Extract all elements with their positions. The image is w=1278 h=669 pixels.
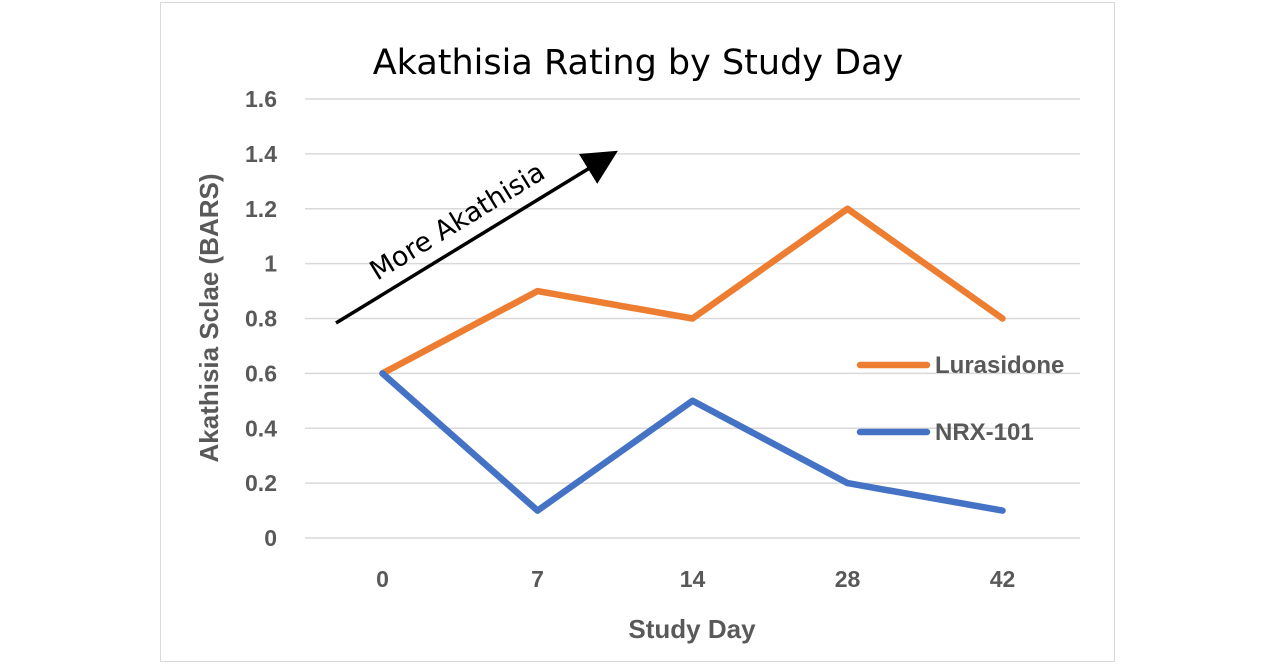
x-tick-label: 0 — [376, 566, 389, 592]
y-tick-label: 0.4 — [245, 415, 277, 441]
series-line-lurasidone — [379, 205, 1006, 377]
chart-title: Akathisia Rating by Study Day — [373, 43, 904, 83]
x-axis-title: Study Day — [628, 614, 756, 644]
x-tick-label: 14 — [680, 566, 706, 592]
legend-label: NRX-101 — [935, 419, 1034, 446]
y-tick-label: 1.4 — [245, 141, 277, 167]
y-tick-label: 1.2 — [245, 196, 277, 222]
series-line-nrx-101 — [379, 370, 1006, 514]
chart-frame — [160, 2, 1115, 662]
annotation-arrow — [335, 150, 618, 325]
legend: Lurasidone NRX-101 — [856, 352, 1064, 446]
y-axis-ticks: 0 0.2 0.4 0.6 0.8 1 1.2 1.4 1.6 — [245, 86, 277, 551]
y-tick-label: 0.6 — [245, 360, 277, 386]
series-lines — [379, 205, 1006, 514]
y-axis-title: Akathisia Sclae (BARS) — [194, 174, 224, 463]
x-axis-ticks: 0 7 14 28 42 — [376, 566, 1015, 592]
legend-label: Lurasidone — [935, 352, 1064, 379]
y-tick-label: 0.2 — [245, 470, 277, 496]
y-tick-label: 0.8 — [245, 306, 277, 332]
y-tick-label: 1 — [264, 251, 277, 277]
gridlines — [305, 98, 1080, 539]
x-tick-label: 42 — [990, 566, 1016, 592]
x-tick-label: 7 — [531, 566, 544, 592]
y-tick-label: 0 — [264, 525, 277, 551]
annotation-text: More Akathisia — [365, 157, 551, 287]
x-tick-label: 28 — [835, 566, 861, 592]
y-tick-label: 1.6 — [245, 86, 277, 112]
